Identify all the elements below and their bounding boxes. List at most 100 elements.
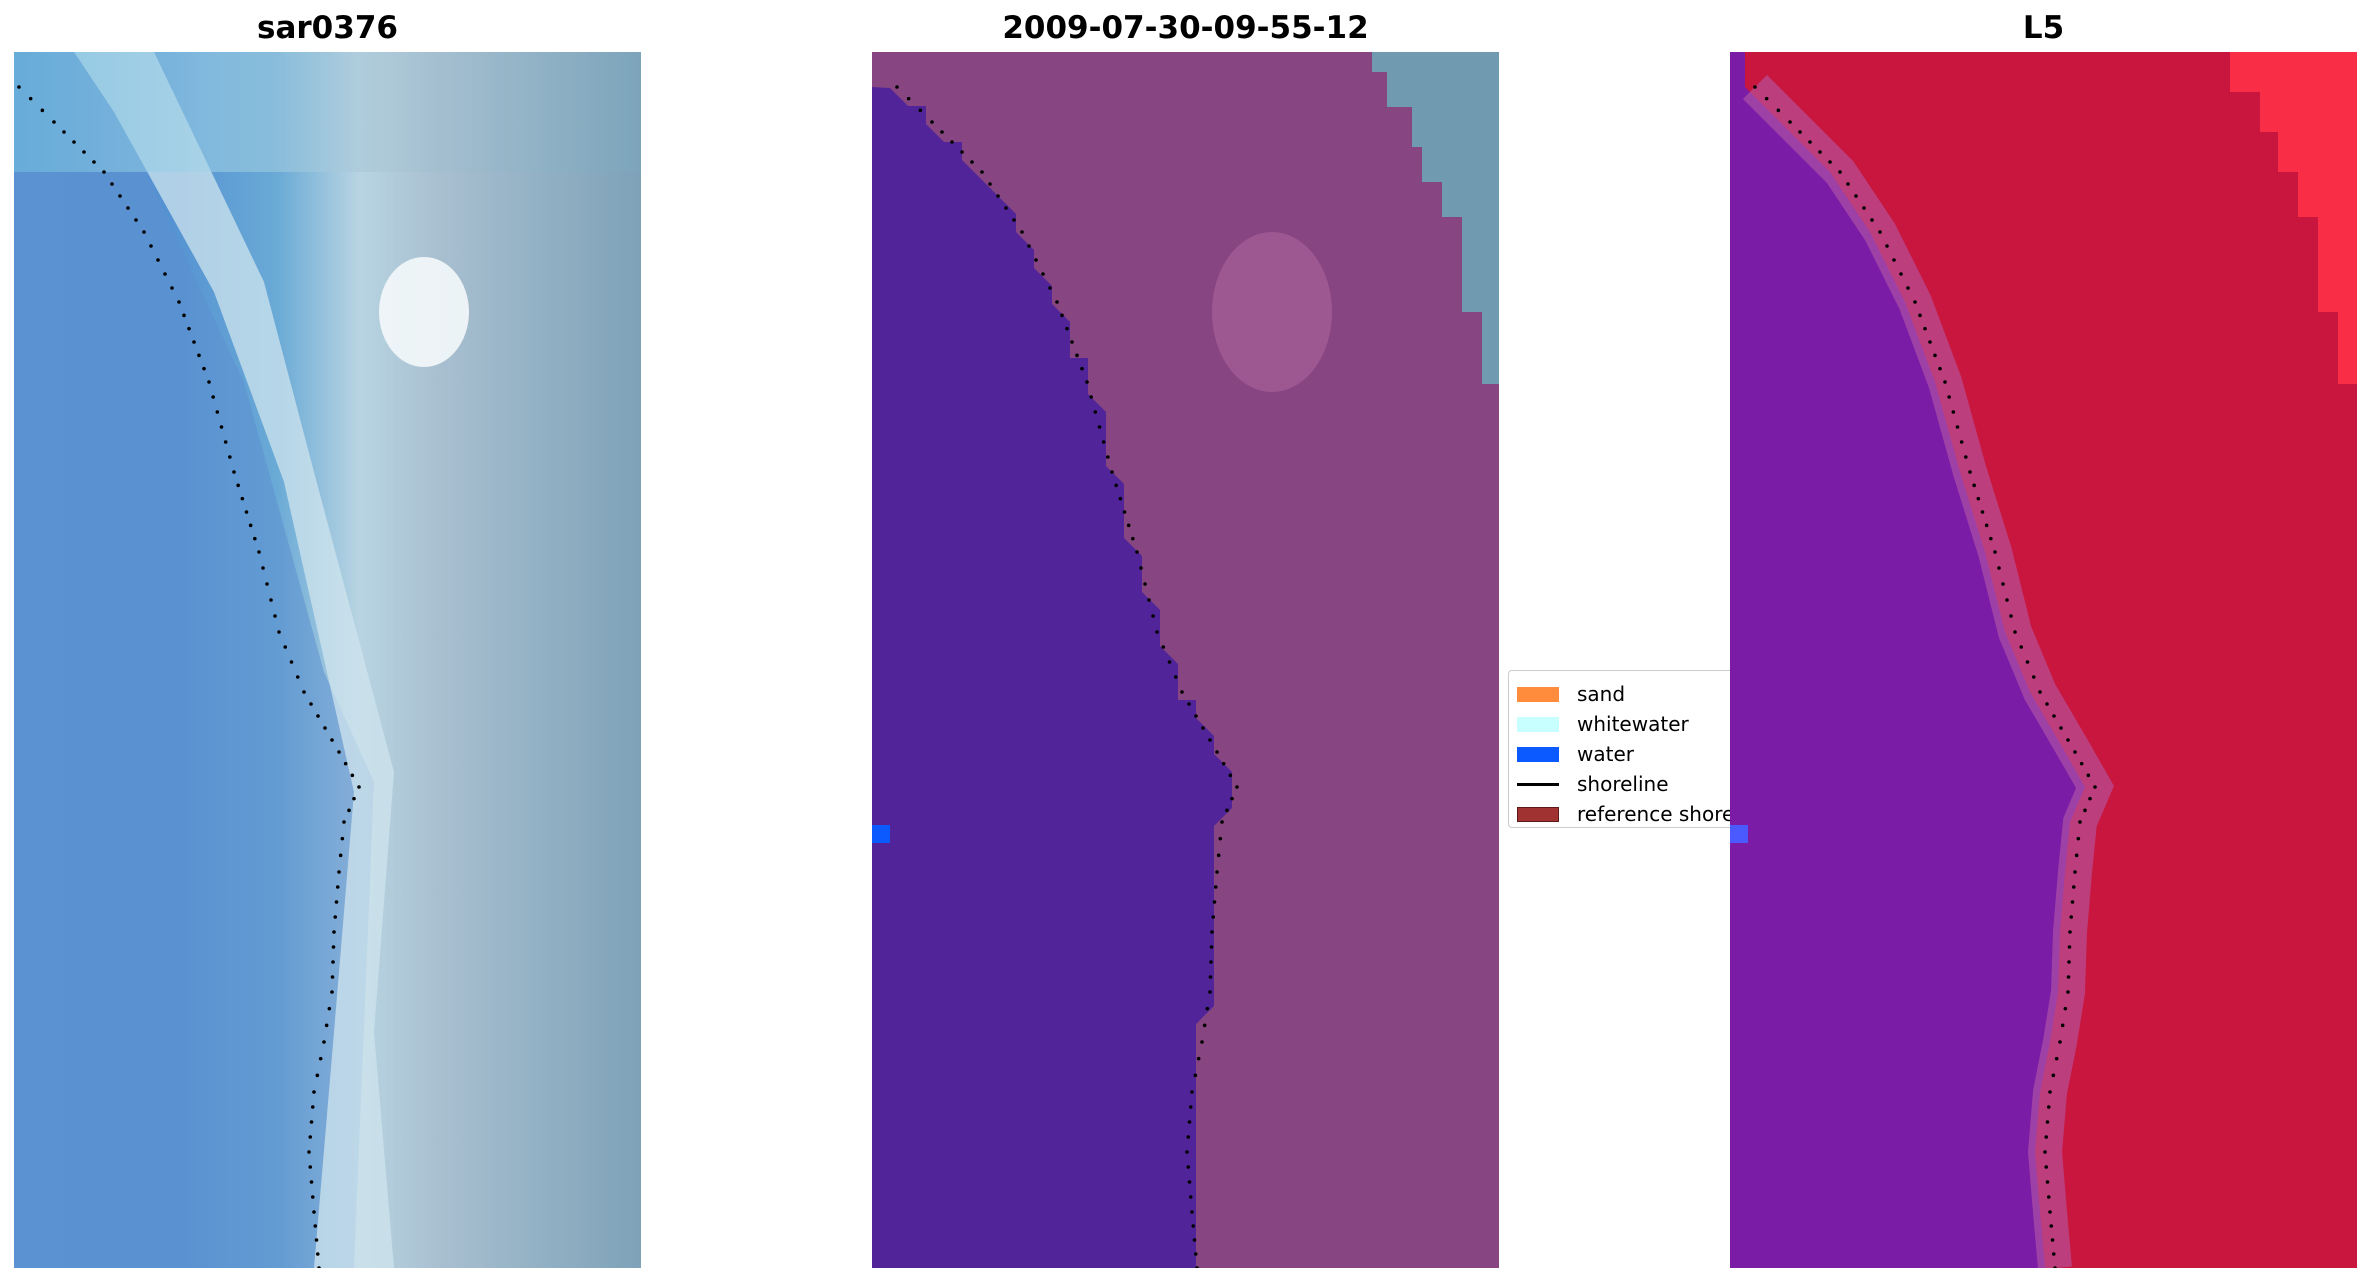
shoreline-dot xyxy=(2045,1120,2050,1124)
shoreline-dot xyxy=(1065,326,1069,331)
shoreline-dot xyxy=(2038,690,2042,694)
shoreline-dot xyxy=(134,218,138,222)
shoreline-dots xyxy=(895,85,1239,1268)
shoreline-dot xyxy=(1122,510,1127,514)
shoreline-dot xyxy=(2013,630,2017,634)
shoreline-dot xyxy=(1191,1224,1196,1228)
shoreline-dot xyxy=(1788,120,1792,124)
shoreline-dot xyxy=(1202,1023,1207,1028)
shoreline-dot xyxy=(92,160,96,164)
shoreline-dot xyxy=(207,380,211,384)
shoreline-dot xyxy=(308,1135,313,1139)
shoreline-dot xyxy=(265,582,269,586)
shoreline-dot xyxy=(52,120,56,124)
shoreline-dot xyxy=(930,120,934,124)
shoreline-dot xyxy=(2079,761,2084,766)
shoreline-dot xyxy=(327,1006,332,1011)
shoreline-dot xyxy=(2005,598,2009,602)
legend-swatch-whitewater xyxy=(1517,716,1559,732)
shoreline-dot xyxy=(1188,1195,1193,1199)
shoreline-dot xyxy=(1187,1180,1192,1184)
shoreline-dot xyxy=(2046,1105,2051,1109)
shoreline-dot xyxy=(316,714,320,718)
shoreline-dot xyxy=(1854,194,1858,198)
shoreline-dot xyxy=(1215,870,1219,874)
legend-label-sand: sand xyxy=(1577,682,1626,706)
index-water xyxy=(1730,52,2085,1268)
shoreline-dot xyxy=(1055,300,1059,304)
shoreline-dot xyxy=(1190,1090,1194,1094)
shoreline-dot xyxy=(219,425,224,429)
legend-item-whitewater: whitewater xyxy=(1517,709,1689,739)
shoreline-dot xyxy=(970,160,974,164)
legend-line-shoreline xyxy=(1517,782,1559,786)
shoreline-dot xyxy=(1060,313,1064,318)
shoreline-dot xyxy=(1913,300,1917,304)
shoreline-dot xyxy=(1225,808,1229,813)
shoreline-dot xyxy=(257,550,261,554)
shoreline-dot xyxy=(2051,1252,2056,1256)
shoreline-dot xyxy=(240,496,245,501)
shoreline-dot xyxy=(1980,510,1985,514)
shoreline-dot xyxy=(1106,455,1110,459)
panel-title-index: L5 xyxy=(2022,10,2065,46)
shoreline-dot xyxy=(82,150,86,154)
shoreline-dot xyxy=(142,230,146,234)
shoreline-dot xyxy=(187,326,191,331)
shoreline-dot xyxy=(2093,785,2097,789)
shoreline-dot xyxy=(1075,353,1079,358)
shoreline-dot xyxy=(322,1040,326,1044)
shoreline-dot xyxy=(163,272,167,276)
panel-title-rgb: sar0376 xyxy=(257,10,398,46)
shoreline-dot xyxy=(1947,395,1951,399)
shoreline-dot xyxy=(340,836,345,841)
shoreline-dot xyxy=(1200,1040,1204,1044)
shoreline-dot xyxy=(2043,1150,2047,1154)
shoreline-dot xyxy=(330,975,335,979)
shoreline-dot xyxy=(2073,750,2077,754)
shoreline-dot xyxy=(1892,258,1896,262)
shoreline-dot xyxy=(1984,523,1989,528)
shoreline-dot xyxy=(118,194,122,198)
shoreline-dot xyxy=(1193,1073,1198,1078)
shoreline-dot xyxy=(310,1105,315,1109)
shoreline-dot xyxy=(2066,975,2071,979)
shoreline-dot xyxy=(182,313,186,318)
shoreline-dot xyxy=(307,1150,311,1154)
shoreline-dot xyxy=(350,773,355,778)
rgb-image-canvas xyxy=(14,52,641,1268)
shoreline-dot xyxy=(2058,1040,2062,1044)
shoreline-dot xyxy=(1997,566,2001,570)
legend-label-water: water xyxy=(1577,742,1634,766)
shoreline-dot xyxy=(317,1266,321,1268)
cloud-mask xyxy=(1372,52,1499,384)
shoreline-dot xyxy=(309,1120,314,1124)
shoreline-dot xyxy=(1943,380,1947,384)
shoreline-dot xyxy=(223,440,228,444)
shoreline-dot xyxy=(253,536,257,541)
shoreline-dot xyxy=(1020,230,1024,234)
shoreline-dot xyxy=(906,96,911,101)
shoreline-dot xyxy=(302,690,306,694)
shoreline-dot xyxy=(211,395,215,399)
shoreline-dot xyxy=(1034,258,1038,262)
shoreline-dot xyxy=(1143,582,1147,586)
shoreline-dot xyxy=(177,300,181,304)
index-water-marker xyxy=(1730,825,1748,843)
shoreline-dot xyxy=(1085,380,1089,384)
legend-label-whitewater: whitewater xyxy=(1577,712,1689,736)
shoreline-dot xyxy=(1215,750,1219,754)
shoreline-dot xyxy=(1180,690,1184,694)
legend: sand whitewater water shoreline referenc… xyxy=(1508,670,1740,828)
shoreline-dot xyxy=(308,1165,313,1169)
shoreline-dot xyxy=(1209,960,1213,964)
shoreline-dot xyxy=(192,340,196,344)
classified-water xyxy=(872,87,1232,1268)
shoreline-dot xyxy=(2031,675,2036,679)
shoreline-dot xyxy=(202,366,206,371)
shoreline-dot xyxy=(1923,326,1927,331)
shoreline-dot xyxy=(330,990,334,994)
shoreline-dot xyxy=(2063,1006,2068,1011)
shoreline-dot xyxy=(1938,366,1942,371)
shoreline-dot xyxy=(1220,820,1224,824)
